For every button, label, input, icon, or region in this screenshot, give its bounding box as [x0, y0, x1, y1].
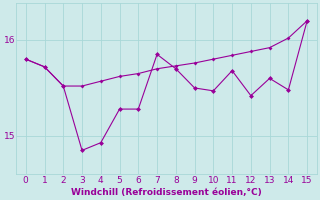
- X-axis label: Windchill (Refroidissement éolien,°C): Windchill (Refroidissement éolien,°C): [71, 188, 262, 197]
